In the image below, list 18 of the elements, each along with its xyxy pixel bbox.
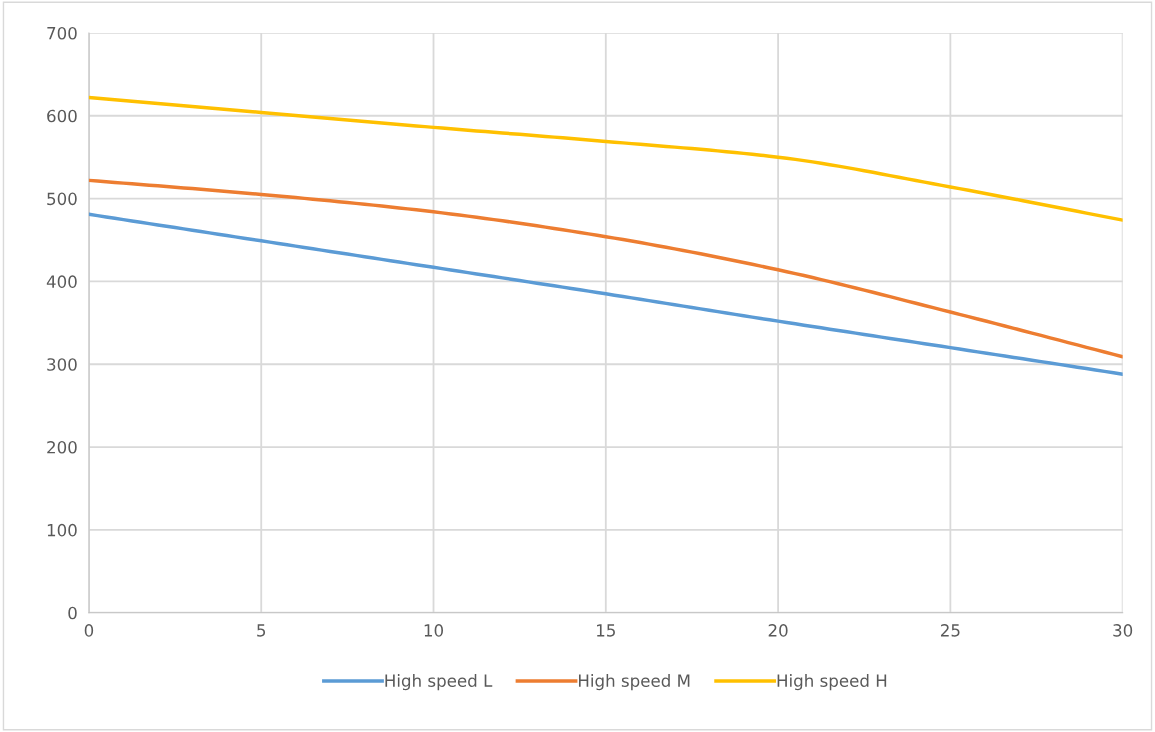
y-tick-label: 700: [47, 26, 77, 40]
x-tick-label: 25: [940, 624, 960, 637]
x-tick-label: 30: [1113, 624, 1133, 637]
x-tick-label: 0: [84, 624, 94, 637]
x-tick-label: 5: [257, 624, 266, 637]
legend-label: High speed L: [385, 674, 493, 691]
y-tick-label: 300: [47, 358, 77, 371]
y-tick-label: 600: [47, 109, 77, 123]
y-tick-label: 400: [46, 275, 77, 288]
y-tick-label: 0: [68, 606, 77, 620]
x-tick-label: 10: [424, 624, 444, 637]
y-tick-label: 200: [47, 441, 77, 454]
x-tick-label: 15: [597, 624, 615, 637]
y-tick-label: 500: [47, 192, 77, 206]
y-tick-label: 100: [47, 523, 77, 537]
legend-label: High speed M: [578, 674, 690, 691]
legend-label: High speed H: [777, 674, 887, 691]
x-tick-label: 20: [768, 624, 788, 637]
